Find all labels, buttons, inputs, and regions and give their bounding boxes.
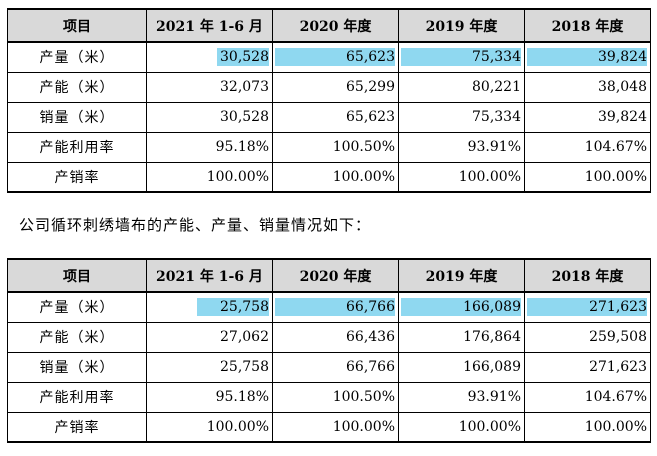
row-label: 产量（米） (7, 291, 147, 323)
header-2018: 2018 年度 (524, 8, 651, 43)
cell-2020: 65,623 (272, 101, 399, 133)
cell-2020: 65,299 (272, 71, 399, 103)
cell-2018: 39,824 (524, 41, 651, 73)
highlighted-value: 66,766 (275, 298, 395, 317)
cell-2018: 271,623 (524, 351, 651, 383)
body-paragraph: 公司循环刺绣墙布的产能、产量、销量情况如下： (19, 216, 372, 234)
cell-2021h1: 100.00% (146, 161, 273, 193)
header-item: 项目 (7, 8, 147, 43)
table-header-row: 项目 2021 年 1-6 月 2020 年度 2019 年度 2018 年度 (7, 258, 651, 293)
cell-2020: 66,436 (272, 321, 399, 353)
cell-2020: 100.00% (272, 411, 399, 443)
cell-2018: 100.00% (524, 411, 651, 443)
cell-2021h1: 25,758 (146, 351, 273, 383)
cell-2019: 75,334 (398, 41, 525, 73)
header-2021h1: 2021 年 1-6 月 (146, 8, 273, 43)
table-row-utilization: 产能利用率 95.18% 100.50% 93.91% 104.67% (7, 131, 651, 163)
cell-2021h1: 30,528 (146, 101, 273, 133)
cell-2019: 75,334 (398, 101, 525, 133)
cell-2018: 39,824 (524, 101, 651, 133)
header-2020: 2020 年度 (272, 258, 399, 293)
row-label: 产销率 (7, 161, 147, 193)
table-row-sell-through: 产销率 100.00% 100.00% 100.00% 100.00% (7, 161, 651, 193)
cell-2019: 166,089 (398, 291, 525, 323)
cell-2020: 66,766 (272, 351, 399, 383)
cell-2021h1: 27,062 (146, 321, 273, 353)
cell-2020: 65,623 (272, 41, 399, 73)
cell-2020: 100.50% (272, 381, 399, 413)
cell-2019: 166,089 (398, 351, 525, 383)
highlighted-value: 271,623 (527, 298, 647, 317)
table-header-row: 项目 2021 年 1-6 月 2020 年度 2019 年度 2018 年度 (7, 8, 651, 43)
header-2020: 2020 年度 (272, 8, 399, 43)
cell-2020: 100.50% (272, 131, 399, 163)
highlighted-value: 65,623 (275, 48, 395, 67)
row-label: 产能（米） (7, 71, 147, 103)
table-row-capacity: 产能（米） 32,073 65,299 80,221 38,048 (7, 71, 651, 103)
highlighted-value: 25,758 (197, 298, 269, 317)
table-row-sell-through: 产销率 100.00% 100.00% 100.00% 100.00% (7, 411, 651, 443)
cell-2019: 176,864 (398, 321, 525, 353)
table-row-utilization: 产能利用率 95.18% 100.50% 93.91% 104.67% (7, 381, 651, 413)
header-2021h1: 2021 年 1-6 月 (146, 258, 273, 293)
table-row-capacity: 产能（米） 27,062 66,436 176,864 259,508 (7, 321, 651, 353)
highlighted-value: 39,824 (527, 48, 647, 67)
cell-2018: 104.67% (524, 131, 651, 163)
row-label: 产能（米） (7, 321, 147, 353)
table-row-production: 产量（米） 30,528 65,623 75,334 39,824 (7, 41, 651, 73)
row-label: 销量（米） (7, 101, 147, 133)
header-2018: 2018 年度 (524, 258, 651, 293)
cell-2019: 100.00% (398, 411, 525, 443)
cell-2018: 104.67% (524, 381, 651, 413)
cell-2020: 66,766 (272, 291, 399, 323)
row-label: 产能利用率 (7, 381, 147, 413)
header-item: 项目 (7, 258, 147, 293)
cell-2021h1: 32,073 (146, 71, 273, 103)
row-label: 产销率 (7, 411, 147, 443)
header-2019: 2019 年度 (398, 258, 525, 293)
row-label: 产能利用率 (7, 131, 147, 163)
table-row-sales: 销量（米） 25,758 66,766 166,089 271,623 (7, 351, 651, 383)
cell-2021h1: 25,758 (146, 291, 273, 323)
highlighted-value: 166,089 (401, 298, 521, 317)
cell-2019: 100.00% (398, 161, 525, 193)
table-row-production: 产量（米） 25,758 66,766 166,089 271,623 (7, 291, 651, 323)
cell-2020: 100.00% (272, 161, 399, 193)
cell-2018: 271,623 (524, 291, 651, 323)
cell-2019: 80,221 (398, 71, 525, 103)
cell-2021h1: 30,528 (146, 41, 273, 73)
cell-2018: 38,048 (524, 71, 651, 103)
cell-2021h1: 100.00% (146, 411, 273, 443)
cell-2019: 93.91% (398, 381, 525, 413)
highlighted-value: 75,334 (401, 48, 521, 67)
cell-2021h1: 95.18% (146, 131, 273, 163)
capacity-table-2: 项目 2021 年 1-6 月 2020 年度 2019 年度 2018 年度 … (7, 258, 651, 443)
capacity-table-1: 项目 2021 年 1-6 月 2020 年度 2019 年度 2018 年度 … (7, 8, 651, 193)
row-label: 销量（米） (7, 351, 147, 383)
cell-2018: 259,508 (524, 321, 651, 353)
header-2019: 2019 年度 (398, 8, 525, 43)
row-label: 产量（米） (7, 41, 147, 73)
highlighted-value: 30,528 (217, 48, 269, 67)
table-row-sales: 销量（米） 30,528 65,623 75,334 39,824 (7, 101, 651, 133)
cell-2021h1: 95.18% (146, 381, 273, 413)
cell-2018: 100.00% (524, 161, 651, 193)
cell-2019: 93.91% (398, 131, 525, 163)
